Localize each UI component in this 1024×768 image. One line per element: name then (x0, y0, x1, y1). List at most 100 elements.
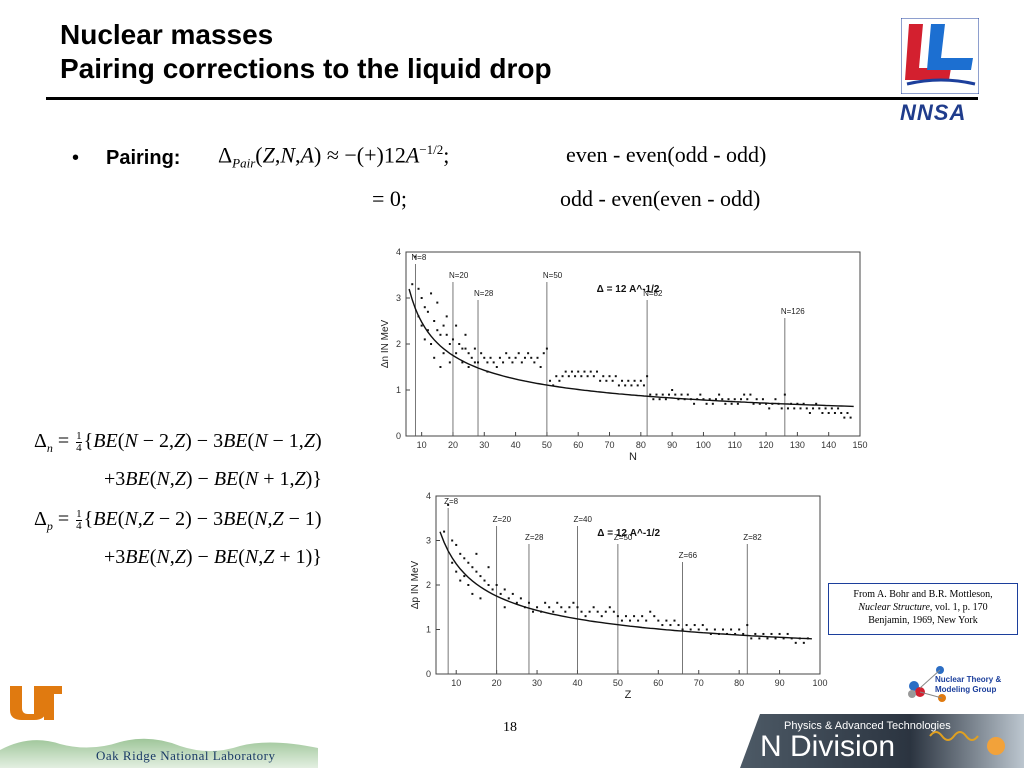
data-point (600, 615, 603, 618)
data-point (624, 384, 627, 387)
data-point (743, 393, 746, 396)
ornl-logo-icon (0, 738, 318, 768)
data-point (762, 632, 765, 635)
nnsa-logo: NNSA (900, 100, 967, 125)
data-point (655, 393, 658, 396)
data-point (592, 606, 595, 609)
data-point (673, 619, 676, 622)
data-point (430, 343, 433, 345)
data-point (796, 402, 799, 405)
x-tick-label: 80 (636, 440, 646, 450)
data-point (536, 356, 539, 359)
data-point (799, 407, 802, 410)
page-number: 18 (503, 720, 517, 735)
data-point (532, 610, 535, 613)
data-point (596, 610, 599, 613)
data-point (447, 503, 450, 506)
data-point (616, 615, 619, 618)
data-point (837, 407, 840, 410)
x-tick-label: 70 (605, 440, 615, 450)
data-point (604, 610, 607, 613)
data-point (461, 361, 464, 364)
data-point (455, 543, 458, 546)
data-point (576, 606, 579, 609)
data-point (665, 619, 668, 622)
data-point (477, 361, 480, 364)
data-point (752, 402, 755, 405)
neutron-pairing-svg: 10 20 30 40 50 60 70 80 90 100 110 120 130 140 150 0 1 2 3… (380, 247, 868, 463)
data-point (436, 301, 439, 304)
data-point (459, 579, 462, 582)
data-point (503, 606, 506, 609)
data-point (558, 379, 561, 382)
data-point (483, 356, 486, 359)
data-point (489, 356, 492, 359)
data-point (511, 592, 514, 595)
data-point (612, 610, 615, 613)
data-point (588, 610, 591, 613)
data-point (780, 407, 783, 410)
pairing-case-2: odd - even(even - odd) (560, 186, 761, 211)
magic-number-label: N=20 (449, 271, 469, 280)
data-point (445, 315, 448, 318)
data-point (686, 393, 689, 396)
data-point (677, 398, 680, 401)
data-point (503, 588, 506, 591)
data-point (517, 352, 520, 355)
x-tick-label: 60 (653, 678, 663, 688)
data-point (492, 361, 495, 364)
data-point (766, 637, 769, 640)
data-point (584, 615, 587, 618)
data-point (568, 606, 571, 609)
data-point (608, 375, 611, 378)
magic-number-label: Z=20 (493, 515, 512, 524)
y-tick-label: 1 (396, 385, 401, 395)
data-point (577, 370, 580, 373)
data-point (786, 632, 789, 635)
data-point (561, 375, 564, 378)
data-point (755, 398, 758, 401)
data-point (463, 575, 466, 578)
data-point (738, 628, 741, 631)
data-point (544, 601, 547, 604)
y-axis-label: Δp IN MeV (410, 560, 421, 609)
magic-number-label: Z=40 (573, 515, 592, 524)
data-point (711, 402, 714, 405)
slide-title: Nuclear masses Pairing corrections to th… (60, 18, 552, 86)
data-point (463, 557, 466, 560)
data-point (733, 398, 736, 401)
data-point (637, 619, 640, 622)
x-tick-label: 100 (812, 678, 827, 688)
x-tick-label: 90 (667, 440, 677, 450)
data-point (602, 375, 605, 378)
data-point (511, 361, 514, 364)
magic-number-label: N=28 (474, 289, 494, 298)
n-division-subtitle: Physics & Advanced Technologies (784, 720, 951, 732)
data-point (771, 402, 774, 405)
x-tick-label: 60 (573, 440, 583, 450)
data-point (487, 566, 490, 569)
data-point (742, 632, 745, 635)
x-tick-label: 50 (542, 440, 552, 450)
magic-number-label: Z=66 (679, 551, 698, 560)
x-tick-label: 100 (696, 440, 711, 450)
source-line-2: Nuclear Structure, vol. 1, p. 170 (829, 601, 1017, 614)
data-point (467, 561, 470, 564)
ntmg-logo-icon (908, 666, 946, 702)
delta-n-formula-line1: Δn = 1 4 {BE(N − 2,Z) − 3BE(N − 1,Z) (34, 429, 322, 455)
data-point (786, 407, 789, 410)
data-point (705, 402, 708, 405)
data-point (661, 393, 664, 396)
x-axis-label: N (629, 451, 637, 463)
data-point (668, 393, 671, 396)
data-point (448, 361, 451, 364)
data-point (515, 601, 518, 604)
pairing-label: Pairing: (106, 146, 181, 169)
data-point (580, 375, 583, 378)
source-citation: From A. Bohr and B.R. Mottleson, Nuclear… (828, 583, 1018, 635)
data-point (754, 632, 757, 635)
data-point (627, 379, 630, 382)
data-point (589, 370, 592, 373)
x-tick-label: 120 (759, 440, 774, 450)
data-point (580, 610, 583, 613)
